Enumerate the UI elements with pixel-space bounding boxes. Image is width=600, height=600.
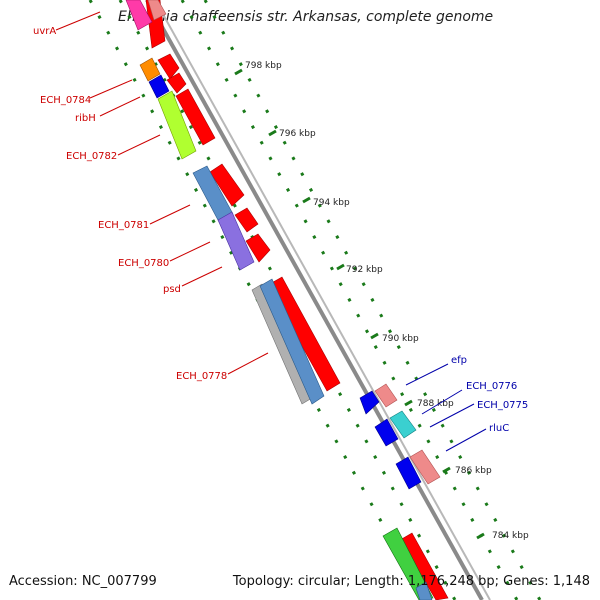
cds-orange: [139, 57, 161, 82]
cds-inner-track: [125, 0, 434, 600]
tick-label: 790 kbp: [382, 334, 419, 344]
dot-line-3: [180, 0, 519, 600]
tick-label: 798 kbp: [245, 61, 282, 71]
tick-label: 794 kbp: [313, 198, 350, 208]
tick-marks: [234, 68, 485, 540]
map-title: Ehrlichia chaffeensis str. Arkansas, com…: [118, 9, 494, 25]
cds-arrow: [267, 276, 341, 392]
gene-labels-right: efp ECH_0776 ECH_0775 rluC: [405, 355, 528, 452]
gene-label: ribH: [75, 113, 96, 124]
tick-label: 786 kbp: [455, 466, 492, 476]
gene-label: ECH_0776: [466, 381, 517, 392]
accession-text: Accession: NC_007799: [9, 574, 157, 589]
tick-label: 792 kbp: [346, 265, 383, 275]
gene-label: ECH_0778: [176, 371, 227, 382]
cds-blue-arrow: [359, 390, 380, 415]
tick-label: 788 kbp: [417, 399, 454, 409]
tick-labels: 798 kbp 796 kbp 794 kbp 792 kbp 790 kbp …: [245, 61, 529, 541]
gene-label: uvrA: [33, 26, 56, 37]
dot-line-4: [203, 0, 542, 600]
tick-label: 784 kbp: [492, 531, 529, 541]
cds-blue-arrow: [374, 418, 399, 447]
cds-arrow: [209, 163, 245, 207]
gene-label: ECH_0775: [477, 400, 528, 411]
tick-label: 796 kbp: [279, 129, 316, 139]
gene-label: ECH_0784: [40, 95, 91, 106]
cds-steelblue-bottom: [415, 581, 433, 600]
topology-text: Topology: circular; Length: 1,176,248 bp…: [232, 574, 590, 589]
cds-pink: [147, 0, 441, 485]
cds-blue: [148, 74, 170, 99]
cds-arrow: [234, 207, 259, 233]
cds-green: [382, 527, 434, 600]
gene-label: ECH_0782: [66, 151, 117, 162]
gene-label: ECH_0781: [98, 220, 149, 231]
cds-blue-arrow: [395, 456, 422, 490]
cds-arrow: [166, 72, 187, 94]
gene-labels-left: uvrA ECH_0784 ribH ECH_0782 ECH_0781 ECH…: [33, 11, 269, 382]
cds-arrow: [245, 233, 271, 263]
cds-cyan: [389, 410, 417, 439]
cds-steelblue-long: [259, 278, 325, 405]
gene-label: rluC: [489, 423, 509, 434]
cds-arrow: [157, 53, 180, 80]
cds-magenta: [125, 0, 153, 31]
backbone-inner: [154, 0, 491, 600]
cds-arrow: [175, 88, 216, 146]
cds-purple: [217, 211, 255, 271]
gene-label: efp: [451, 355, 467, 366]
cds-lime: [157, 90, 197, 160]
gene-label: ECH_0780: [118, 258, 169, 269]
backbone-outer: [145, 0, 484, 600]
cds-forward-track: [145, 0, 449, 600]
gene-label: psd: [163, 284, 181, 295]
